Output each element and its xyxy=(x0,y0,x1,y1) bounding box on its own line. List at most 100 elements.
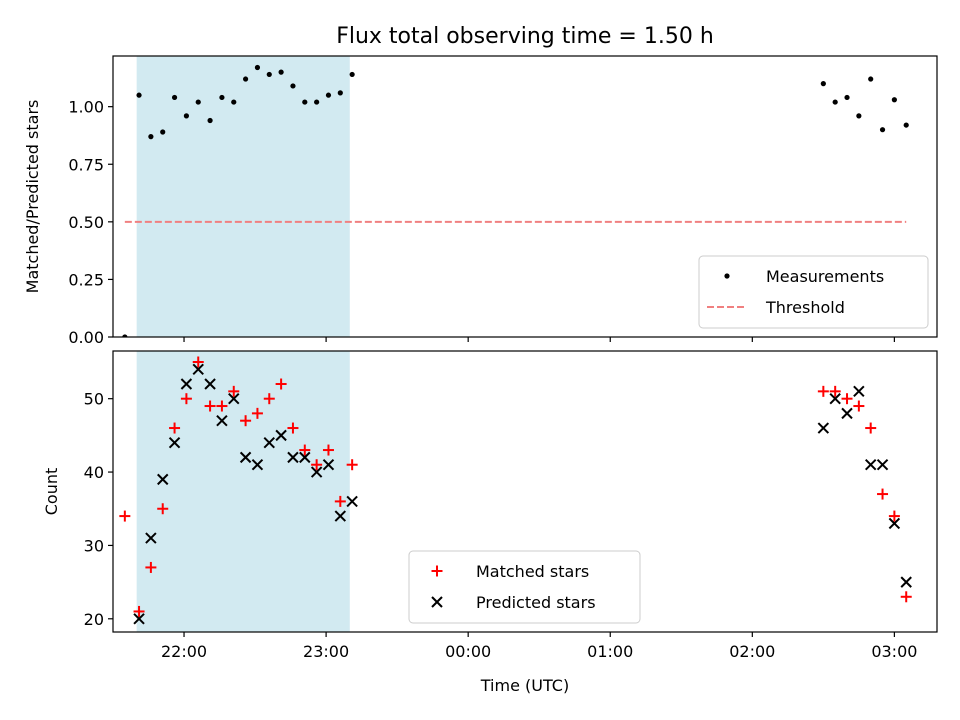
predicted-stars-point-9-b xyxy=(239,451,252,464)
predicted-stars-point-10 xyxy=(251,459,264,471)
legend-label-predicted-stars: Predicted stars xyxy=(476,593,596,612)
measurements-point-7 xyxy=(207,117,213,124)
shaded-interval xyxy=(136,351,350,632)
predicted-stars-point-16-b xyxy=(322,459,335,471)
panel-top: 0.00 0.25 0.50 0.75 1.00 Matched/Predicted st… xyxy=(23,55,938,347)
predicted-stars-point-19 xyxy=(817,422,830,434)
x-tick-label-0: 22:00 xyxy=(161,642,207,661)
measurements-point-6 xyxy=(195,99,201,105)
predicted-stars-point-24-b xyxy=(876,459,889,471)
predicted-stars-point-22 xyxy=(853,385,865,398)
panel-bottom: 20 30 40 50 22:00 23:00 00:00 01:00 02:00 03:00 Co… xyxy=(42,350,938,661)
matched-stars-point-4 xyxy=(169,422,181,434)
matched-stars-point-7 xyxy=(204,400,216,412)
predicted-stars-point-18-b xyxy=(346,495,358,508)
y-tick-label-0: 20 xyxy=(84,610,104,629)
plot-area xyxy=(122,56,909,337)
y-axis-label: Matched/Predicted stars xyxy=(23,100,42,294)
predicted-stars-point-15-b xyxy=(310,466,323,478)
measurements-point-23 xyxy=(856,113,862,119)
predicted-stars-point-8 xyxy=(228,392,240,405)
matched-stars-point-26 xyxy=(888,510,900,522)
predicted-stars-point-5-b xyxy=(192,363,204,376)
matched-stars-point-25 xyxy=(877,488,889,500)
matched-stars-point-18 xyxy=(334,495,346,507)
predicted-stars-point-1-b xyxy=(145,532,157,544)
x-tick-label-5: 03:00 xyxy=(871,642,917,661)
predicted-stars-point-21-b xyxy=(841,407,853,420)
legend-marker-matched-stars xyxy=(431,565,443,577)
measurements-point-2 xyxy=(148,134,154,140)
matched-stars-point-20 xyxy=(817,385,829,397)
predicted-stars-point-26-b xyxy=(900,576,912,588)
matched-stars-point-6 xyxy=(192,356,204,368)
predicted-stars-point-12 xyxy=(275,429,287,442)
matched-stars-point-24 xyxy=(865,422,877,434)
predicted-stars-point-6-b xyxy=(204,378,216,390)
matched-stars-point-9 xyxy=(228,385,240,397)
measurements-point-3 xyxy=(160,129,166,135)
predicted-stars-point-25 xyxy=(888,517,901,530)
measurements-point-18 xyxy=(337,90,343,96)
predicted-stars-point-13-b xyxy=(287,451,299,464)
predicted-stars-point-10-b xyxy=(251,459,264,471)
measurements-point-12 xyxy=(266,71,272,78)
measurements-point-19 xyxy=(349,71,355,78)
matched-stars-point-5 xyxy=(180,393,192,405)
predicted-stars-point-16 xyxy=(322,459,335,471)
axes-frame xyxy=(112,350,938,633)
matched-stars-point-14 xyxy=(287,422,299,434)
predicted-stars-point-20 xyxy=(829,392,841,405)
measurements-point-24 xyxy=(868,76,874,82)
predicted-stars-point-18 xyxy=(346,495,358,508)
legend-label-measurements: Measurements xyxy=(766,267,884,286)
matched-stars-point-19 xyxy=(346,459,358,471)
measurements-point-14 xyxy=(290,83,296,89)
predicted-stars-point-13 xyxy=(287,451,299,464)
y-tick-label-3: 0.75 xyxy=(68,155,104,174)
legend-box xyxy=(408,550,641,624)
matched-stars-point-0 xyxy=(119,510,131,522)
x-tick-label-4: 02:00 xyxy=(729,642,775,661)
measurements-point-21 xyxy=(832,99,838,105)
predicted-stars-point-4 xyxy=(180,378,193,390)
y-axis-label: Count xyxy=(42,468,61,516)
predicted-stars-point-2 xyxy=(157,473,169,486)
matched-stars-point-10 xyxy=(240,415,252,427)
legend-marker-predicted-stars-b xyxy=(431,596,443,608)
matched-stars-point-16 xyxy=(311,459,323,471)
y-tick-label-1: 0.25 xyxy=(68,270,104,289)
matched-stars-point-1 xyxy=(133,605,145,617)
matched-stars-point-17 xyxy=(322,444,334,456)
measurements-point-20 xyxy=(820,81,826,87)
predicted-stars-point-19-b xyxy=(817,422,830,434)
measurements-point-4 xyxy=(171,94,178,101)
measurements-point-13 xyxy=(278,69,284,75)
predicted-stars-point-21 xyxy=(841,407,853,420)
predicted-stars-point-17 xyxy=(334,510,347,522)
predicted-stars-point-0 xyxy=(133,613,145,625)
matched-stars-point-21 xyxy=(829,385,841,397)
y-tick-label-1: 30 xyxy=(84,536,104,555)
measurements-point-11 xyxy=(254,64,261,71)
matched-stars-point-27 xyxy=(900,591,912,603)
matched-stars-point-15 xyxy=(299,444,311,456)
legend-label-matched-stars: Matched stars xyxy=(476,562,589,581)
measurements-point-25 xyxy=(879,127,886,133)
predicted-stars-point-17-b xyxy=(334,510,347,522)
measurements-point-15 xyxy=(302,99,308,105)
predicted-stars-point-5 xyxy=(192,363,204,376)
predicted-stars-point-3-b xyxy=(168,437,181,449)
axes-frame xyxy=(112,55,938,338)
predicted-stars-point-25-b xyxy=(888,517,901,530)
y-tick-label-0: 0.00 xyxy=(68,328,104,347)
y-tick-label-3: 50 xyxy=(84,390,104,409)
matched-stars-point-23 xyxy=(853,400,865,412)
legend: Measurements Threshold xyxy=(698,255,929,329)
measurements-point-17 xyxy=(325,92,332,98)
predicted-stars-point-7-b xyxy=(216,414,228,427)
matched-stars-point-8 xyxy=(216,400,228,412)
predicted-stars-point-23 xyxy=(864,459,877,471)
predicted-stars-point-8-b xyxy=(228,392,240,405)
